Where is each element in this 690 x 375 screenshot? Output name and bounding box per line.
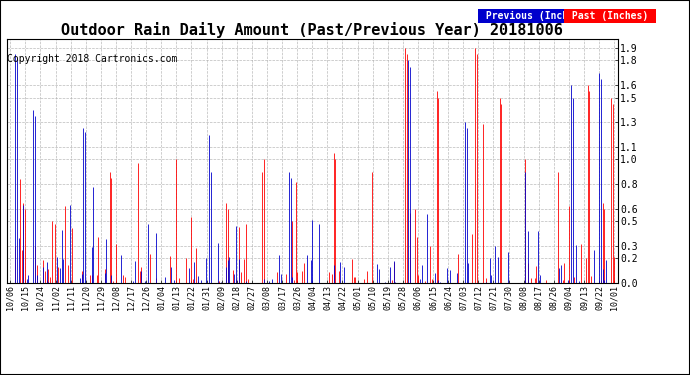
Text: Copyright 2018 Cartronics.com: Copyright 2018 Cartronics.com: [7, 54, 177, 64]
Title: Outdoor Rain Daily Amount (Past/Previous Year) 20181006: Outdoor Rain Daily Amount (Past/Previous…: [61, 22, 563, 38]
Text: Previous (Inches): Previous (Inches): [480, 11, 591, 21]
Text: Past (Inches): Past (Inches): [566, 11, 654, 21]
